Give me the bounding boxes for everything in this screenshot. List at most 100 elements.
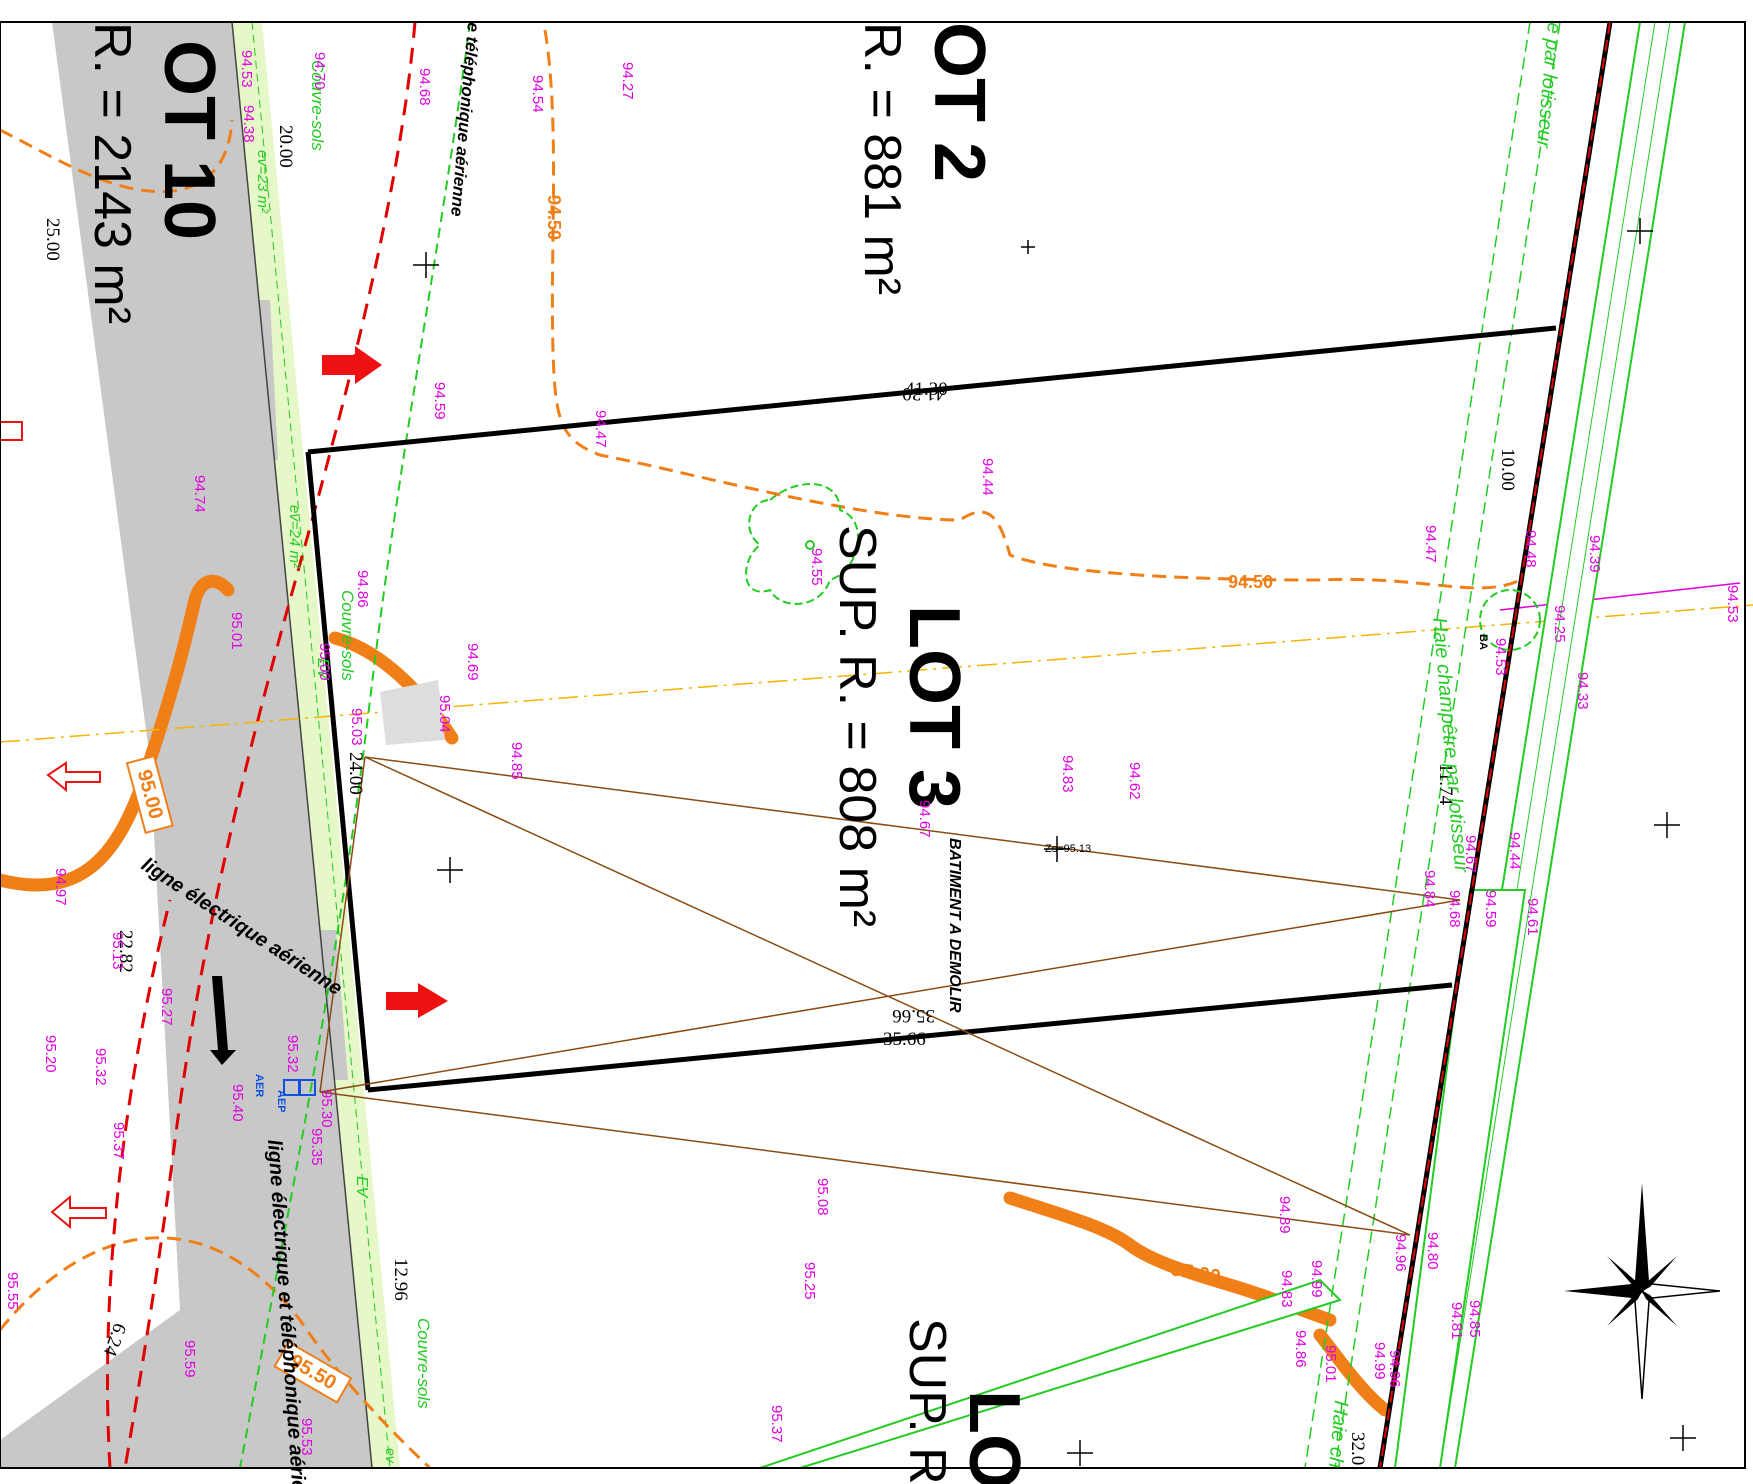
- elevation-value: 95.37: [110, 1122, 127, 1160]
- lot-3-area: SUP. R. = 808 m²: [828, 525, 886, 927]
- elevation-value: 95.03: [348, 708, 365, 746]
- lot-10-title: OT 10: [149, 40, 229, 240]
- road-marker: [0, 421, 23, 441]
- lot-4-title: LO: [954, 1390, 1034, 1484]
- green-space-label: EV: [353, 1176, 370, 1199]
- dimension-label: 11.74: [1435, 763, 1456, 806]
- dimension-label: 22.82: [115, 930, 136, 973]
- aer-label: AER: [253, 1074, 265, 1097]
- lot-2-area: R. = 881 m²: [853, 22, 911, 295]
- elevation-value: 94.96: [1392, 1234, 1409, 1272]
- elevation-value: 95.20: [42, 1035, 59, 1073]
- dimension-label: 10.00: [1497, 448, 1518, 491]
- elevation-value: 94.85: [508, 742, 525, 780]
- elevation-value: 95.32: [284, 1035, 301, 1073]
- elevation-value: 94.33: [1574, 672, 1591, 710]
- elevation-value: 94.68: [1446, 890, 1463, 928]
- green-space-label: EV: [314, 658, 331, 681]
- elevation-value: 94.96: [1386, 1350, 1403, 1388]
- elevation-value: 94.99: [1308, 1260, 1325, 1298]
- dimension-label: 35.66: [892, 1005, 935, 1026]
- elevation-value: 95.59: [181, 1340, 198, 1378]
- tree-symbol: [745, 483, 1541, 651]
- elevation-value: 94.47: [1422, 525, 1439, 563]
- elevation-value: 94.86: [1292, 1330, 1309, 1368]
- elevation-value: 95.30: [318, 1090, 335, 1128]
- elevation-value: 95.25: [801, 1262, 818, 1300]
- ground-cover-label: Couvre-sols: [414, 1318, 433, 1409]
- hedge-label: Haie ch: [1324, 1400, 1352, 1469]
- paved-patch: [380, 680, 445, 745]
- elevation-value: 94.25: [1551, 605, 1568, 643]
- elevation-value: 94.53: [238, 50, 255, 88]
- triangulation-lines: [319, 756, 1461, 1236]
- ground-cover-label: Couvre-sols: [308, 60, 327, 151]
- elevation-value: 94.53: [1492, 638, 1509, 676]
- dimension-label: 25.00: [42, 218, 63, 261]
- hedge-label: e par lotisseur: [1532, 22, 1565, 150]
- lot-4-area: SUP. R: [898, 1318, 956, 1484]
- elevation-value: 94.67: [1462, 835, 1479, 873]
- dimension-label: 41.30: [902, 383, 945, 404]
- elevation-value: 94.55: [808, 548, 825, 586]
- contour-label: 94.50: [1228, 572, 1273, 592]
- lot-2-title: OT 2: [919, 22, 999, 182]
- elevation-value: 94.74: [191, 475, 208, 513]
- elevation-value: 95.53: [298, 1418, 315, 1456]
- lot-10-area: R. = 2143 m²: [83, 22, 141, 324]
- elevation-value: 95.08: [814, 1178, 831, 1216]
- elevation-value: 94.59: [431, 382, 448, 420]
- elevation-value: 94.83: [1059, 755, 1076, 793]
- telephone-line: [239, 21, 471, 1469]
- access-arrows: [322, 346, 448, 1018]
- lot-3-title: LOT 3: [894, 605, 974, 809]
- elevation-value: 94.85: [1466, 1300, 1483, 1338]
- elevation-value: 94.84: [1421, 870, 1438, 908]
- ground-cover-label: Couvre-sols: [338, 590, 357, 681]
- elevation-value: 94.53: [1724, 585, 1741, 623]
- access-arrows-outline: [46, 761, 107, 1230]
- contour-label: 95.00: [1169, 1258, 1222, 1288]
- north-arrow-icon: [1564, 1183, 1721, 1400]
- green-space-label: ev=24 m²: [286, 505, 303, 569]
- aep-meter-2: [299, 1079, 316, 1096]
- elevation-value: 94.69: [464, 643, 481, 681]
- elevation-value: 94.39: [1586, 535, 1603, 573]
- power-lines: [106, 21, 417, 1469]
- elevation-value: 95.00: [316, 643, 333, 681]
- elevation-value: 94.86: [354, 570, 371, 608]
- elevation-value: 94.67: [916, 800, 933, 838]
- elevation-value: 94.80: [1424, 1232, 1441, 1270]
- elevation-value: 95.04: [436, 695, 453, 733]
- elevation-value: 95.27: [158, 988, 175, 1026]
- network-line: [1499, 582, 1741, 611]
- elevation-value: 94.97: [52, 868, 69, 906]
- elevation-value: 95.32: [92, 1048, 109, 1086]
- road-surface: [0, 22, 375, 1468]
- ba-label: BA: [1477, 634, 1489, 650]
- elevation-value: 94.47: [592, 410, 609, 448]
- elevation-value: 94.99: [1371, 1342, 1388, 1380]
- elevation-value: 95.37: [768, 1405, 785, 1443]
- dimension-label: 20.00: [275, 125, 296, 168]
- elevation-value: 94.62: [1126, 762, 1143, 800]
- elevation-value: 94.44: [1506, 832, 1523, 870]
- elevation-value: 94.38: [240, 105, 257, 143]
- dimension-label: 41.30: [905, 379, 948, 400]
- elevation-points: 94.27 94.54 94.68 94.70 94.53 94.38 94.5…: [4, 50, 1741, 1456]
- elevation-value: 94.68: [416, 68, 433, 106]
- building-label: BATIMENT A DEMOLIR: [946, 838, 963, 1013]
- boundary-fence-red: [1379, 21, 1611, 1469]
- dimension-label: 35.66: [883, 1029, 926, 1050]
- elevation-value: 94.54: [529, 75, 546, 113]
- elevation-value: 94.59: [1482, 890, 1499, 928]
- dimension-label: 24.00: [345, 752, 366, 795]
- elevation-value: 95.01: [228, 612, 245, 650]
- dimension-label: 32.0: [1347, 1432, 1368, 1465]
- elevation-value: 94.61: [1524, 898, 1541, 936]
- axis-line: [0, 604, 1753, 743]
- dimension-label: 12.96: [390, 1258, 411, 1301]
- elevation-value: 94.48: [1522, 530, 1539, 568]
- elevation-value: 94.81: [1448, 1302, 1465, 1340]
